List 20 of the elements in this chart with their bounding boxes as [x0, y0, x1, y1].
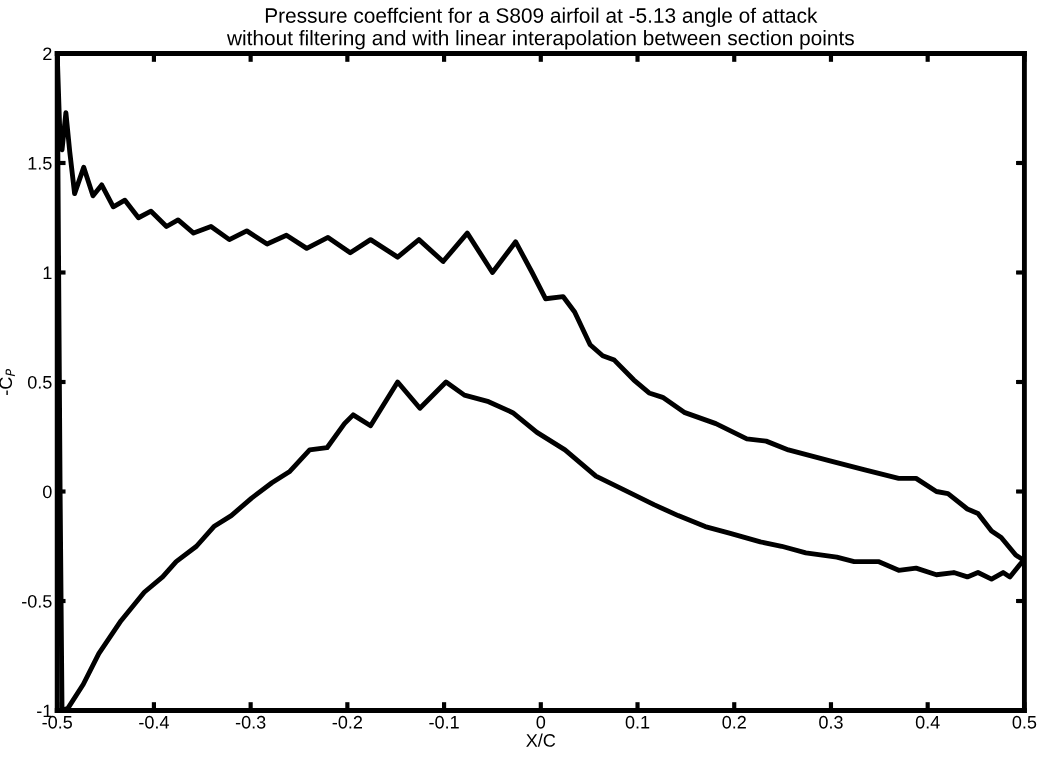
x-axis-title: X/C — [526, 733, 556, 747]
y-tick-label: 1.5 — [28, 157, 52, 170]
x-tick-label: 0.1 — [625, 715, 650, 729]
x-tick-label: -0.1 — [429, 715, 459, 729]
x-tick-label: 0 — [536, 715, 546, 729]
x-tick-label: -0.3 — [235, 715, 266, 729]
y-tick-label: -1 — [37, 704, 52, 718]
y-axis-title: -C$_{P}$ — [0, 368, 15, 395]
chart-title: Pressure coeffcient for a S809 airfoil at -5.13 angle of attack without filtering and with linear interapolation between section points — [226, 7, 854, 50]
y-tick-label: 2 — [43, 47, 52, 61]
x-tick-label: 0.2 — [722, 715, 746, 729]
x-tick-label: -0.4 — [139, 715, 169, 729]
x-tick-label: 0.5 — [1012, 715, 1037, 729]
y-tick-label: -0.5 — [22, 594, 52, 608]
x-tick-label: 0.3 — [819, 715, 843, 729]
x-tick-label: -0.2 — [332, 715, 363, 729]
y-tick-label: 0.5 — [27, 375, 52, 389]
y-tick-label: 0 — [43, 485, 52, 499]
y-tick-label: 1 — [43, 266, 52, 280]
x-tick-label: 0.4 — [915, 715, 940, 729]
